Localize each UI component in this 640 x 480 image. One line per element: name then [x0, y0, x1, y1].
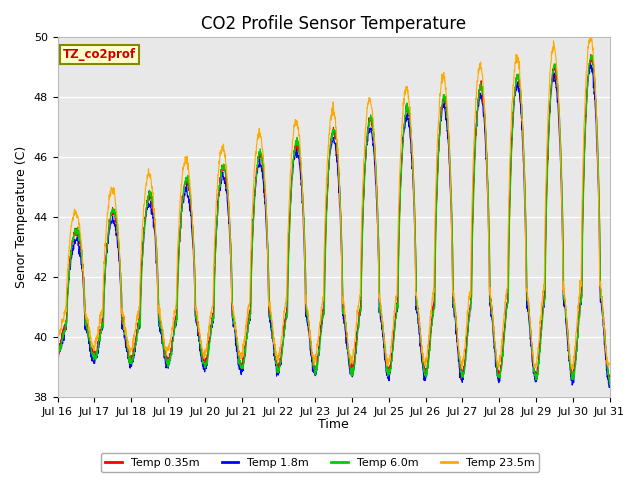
X-axis label: Time: Time	[318, 419, 349, 432]
Text: TZ_co2prof: TZ_co2prof	[63, 48, 136, 61]
Title: CO2 Profile Sensor Temperature: CO2 Profile Sensor Temperature	[201, 15, 466, 33]
Y-axis label: Senor Temperature (C): Senor Temperature (C)	[15, 146, 28, 288]
Legend: Temp 0.35m, Temp 1.8m, Temp 6.0m, Temp 23.5m: Temp 0.35m, Temp 1.8m, Temp 6.0m, Temp 2…	[100, 453, 540, 472]
